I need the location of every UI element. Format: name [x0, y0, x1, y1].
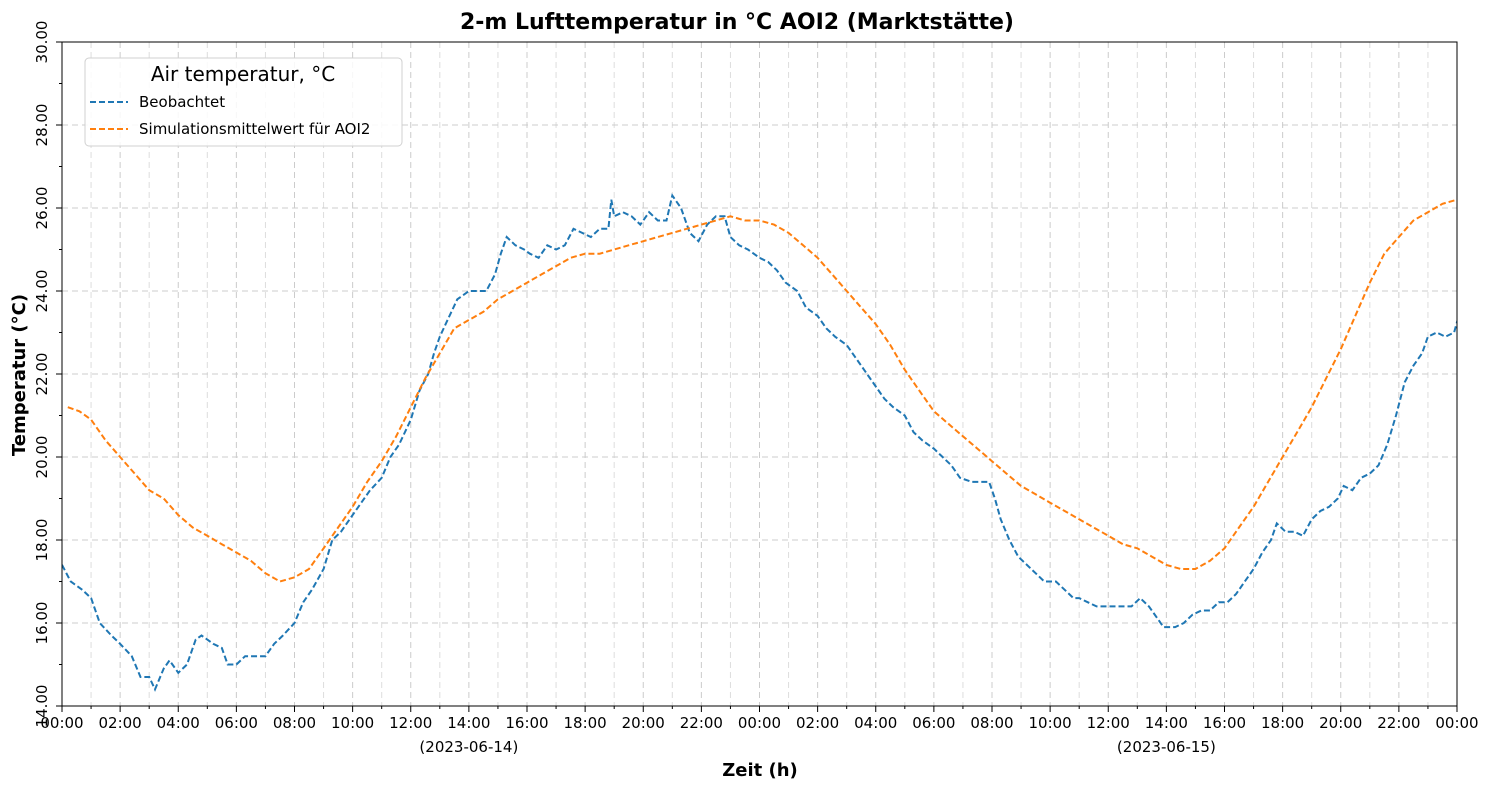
- x-tick-label: 20:00: [622, 714, 665, 732]
- x-tick-label: 18:00: [564, 714, 607, 732]
- x-tick-label: 06:00: [215, 714, 258, 732]
- series-line-0: [62, 193, 1457, 692]
- x-tick-label: 12:00: [1087, 714, 1130, 732]
- series-lines: [62, 193, 1457, 692]
- x-tick-label: 14:00: [1145, 714, 1188, 732]
- x-tick-label: 18:00: [1261, 714, 1304, 732]
- x-tick-label: 02:00: [796, 714, 839, 732]
- x-tick-label: 08:00: [970, 714, 1013, 732]
- x-axis-label: Zeit (h): [722, 760, 798, 781]
- x-tick-label: 04:00: [854, 714, 897, 732]
- y-tick-label: 26.00: [33, 187, 51, 230]
- y-tick-label: 28.00: [33, 104, 51, 147]
- x-tick-label: 10:00: [331, 714, 374, 732]
- x-tick-label: 06:00: [912, 714, 955, 732]
- legend-box: [84, 57, 403, 147]
- series-line-1: [67, 198, 1457, 583]
- y-tick-label: 30.00: [33, 21, 51, 64]
- x-tick-label: 02:00: [99, 714, 142, 732]
- x-tick-label: 00:00: [40, 714, 83, 732]
- legend: Air temperatur, °C Beobachtet Simulation…: [84, 57, 403, 147]
- x-date-label: (2023-06-15): [1117, 738, 1216, 756]
- grid: [61, 42, 1458, 706]
- x-tick-label: 08:00: [273, 714, 316, 732]
- x-tick-label: 22:00: [1377, 714, 1420, 732]
- x-tick-label: 04:00: [157, 714, 200, 732]
- x-tick-label: 16:00: [1203, 714, 1246, 732]
- x-tick-label: 10:00: [1029, 714, 1072, 732]
- x-tick-label: 16:00: [505, 714, 548, 732]
- y-tick-label: 22.00: [33, 353, 51, 396]
- y-axis-label: Temperatur (°C): [9, 294, 30, 456]
- chart-title: 2-m Lufttemperatur in °C AOI2 (Marktstät…: [460, 10, 1014, 35]
- y-tick-label: 20.00: [33, 436, 51, 479]
- y-tick-label: 24.00: [33, 270, 51, 313]
- axis-ticks: 14.00 16.00 18.00 20.00 22.00 24.00 26.00 28.00…: [33, 21, 1479, 756]
- x-tick-label: 00:00: [1435, 714, 1478, 732]
- x-tick-label: 12:00: [389, 714, 432, 732]
- x-tick-label: 14:00: [447, 714, 490, 732]
- legend-title: Air temperatur, °C: [151, 62, 335, 86]
- y-tick-label: 14.00: [33, 685, 51, 728]
- y-tick-label: 16.00: [33, 602, 51, 645]
- legend-label-simulation: Simulationsmittelwert für AOI2: [139, 120, 370, 138]
- x-tick-label: 00:00: [738, 714, 781, 732]
- legend-label-observed: Beobachtet: [139, 93, 225, 111]
- x-tick-label: 20:00: [1319, 714, 1362, 732]
- x-tick-label: 22:00: [680, 714, 723, 732]
- y-tick-label: 18.00: [33, 519, 51, 562]
- x-date-label: (2023-06-14): [419, 738, 518, 756]
